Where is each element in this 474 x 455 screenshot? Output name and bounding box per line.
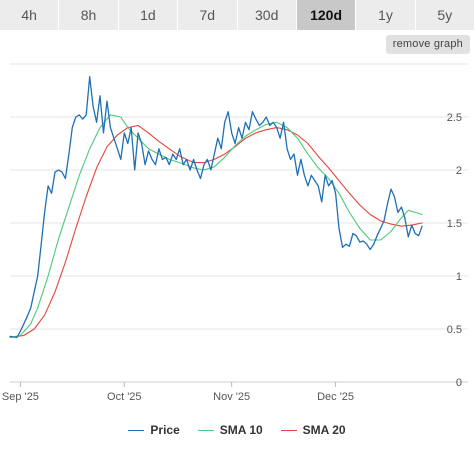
tab-1y[interactable]: 1y xyxy=(356,0,416,30)
tab-5y[interactable]: 5y xyxy=(415,0,474,30)
legend-label-sma20: SMA 20 xyxy=(302,423,346,437)
legend-swatch-sma10 xyxy=(197,429,214,431)
x-tick-label: Nov '25 xyxy=(213,391,250,403)
tab-1d[interactable]: 1d xyxy=(118,0,179,30)
y-tick-label: 0.5 xyxy=(447,324,462,336)
series-line-sma10 xyxy=(9,114,423,339)
chart-legend: Price SMA 10 SMA 20 xyxy=(0,420,474,440)
y-tick-label: 0 xyxy=(456,377,462,389)
y-tick-label: 1 xyxy=(456,271,462,283)
y-tick-label: 1.5 xyxy=(447,218,462,230)
tab-120d[interactable]: 120d xyxy=(296,0,357,30)
x-tick-label: Dec '25 xyxy=(317,391,354,403)
tab-30d[interactable]: 30d xyxy=(237,0,297,30)
x-tick-label: Sep '25 xyxy=(2,391,39,403)
remove-graph-button[interactable]: remove graph xyxy=(385,35,470,54)
legend-swatch-sma20 xyxy=(280,429,297,431)
legend-label-price: Price xyxy=(150,423,180,437)
legend-item-sma10[interactable]: SMA 10 xyxy=(197,420,263,440)
legend-label-sma10: SMA 10 xyxy=(219,423,263,437)
y-tick-label: 2 xyxy=(456,165,462,177)
legend-swatch-price xyxy=(128,429,145,431)
tab-7d[interactable]: 7d xyxy=(178,0,238,30)
y-tick-label: 2.5 xyxy=(447,112,462,124)
tab-8h[interactable]: 8h xyxy=(59,0,119,30)
tab-4h[interactable]: 4h xyxy=(0,0,60,30)
series-line-price xyxy=(9,76,423,339)
timeframe-tabs: 4h 8h 1d 7d 30d 120d 1y 5y xyxy=(0,0,474,30)
series-line-sma20 xyxy=(9,124,423,339)
x-tick-label: Oct '25 xyxy=(107,391,142,403)
legend-item-sma20[interactable]: SMA 20 xyxy=(280,420,346,440)
legend-item-price[interactable]: Price xyxy=(128,420,180,440)
